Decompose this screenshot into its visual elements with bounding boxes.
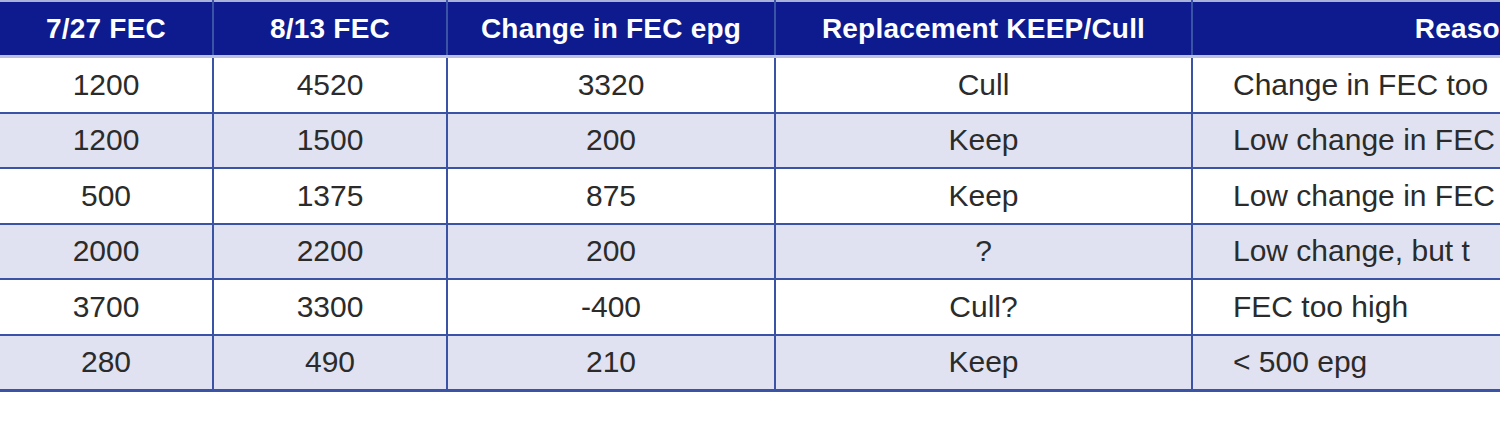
- table-body: 1200 4520 3320 Cull Change in FEC too 12…: [0, 57, 1500, 391]
- cell-727-fec: 500: [0, 168, 213, 224]
- table-row: 500 1375 875 Keep Low change in FEC: [0, 168, 1500, 224]
- cell-keep-cull: Keep: [775, 168, 1192, 224]
- table-row: 1200 1500 200 Keep Low change in FEC: [0, 113, 1500, 169]
- cell-change-epg: 3320: [447, 57, 775, 113]
- cell-change-epg: -400: [447, 279, 775, 335]
- cell-reason: Low change in FEC: [1192, 168, 1500, 224]
- cell-727-fec: 3700: [0, 279, 213, 335]
- cell-keep-cull: Cull?: [775, 279, 1192, 335]
- cell-reason: FEC too high: [1192, 279, 1500, 335]
- cell-reason: Low change in FEC: [1192, 113, 1500, 169]
- table-row: 1200 4520 3320 Cull Change in FEC too: [0, 57, 1500, 113]
- cell-keep-cull: Cull: [775, 57, 1192, 113]
- column-header-replacement-keep-cull: Replacement KEEP/Cull: [775, 1, 1192, 57]
- cell-change-epg: 200: [447, 113, 775, 169]
- cell-reason: Low change, but t: [1192, 224, 1500, 280]
- cell-727-fec: 280: [0, 335, 213, 391]
- cell-keep-cull: Keep: [775, 113, 1192, 169]
- cell-813-fec: 4520: [213, 57, 447, 113]
- cell-813-fec: 2200: [213, 224, 447, 280]
- table-header: 7/27 FEC 8/13 FEC Change in FEC epg Repl…: [0, 1, 1500, 57]
- column-header-813-fec: 8/13 FEC: [213, 1, 447, 57]
- cell-reason: Change in FEC too: [1192, 57, 1500, 113]
- column-header-reason: Reason: [1192, 1, 1500, 57]
- table-row: 2000 2200 200 ? Low change, but t: [0, 224, 1500, 280]
- cell-change-epg: 200: [447, 224, 775, 280]
- column-header-727-fec: 7/27 FEC: [0, 1, 213, 57]
- cell-change-epg: 875: [447, 168, 775, 224]
- cell-change-epg: 210: [447, 335, 775, 391]
- cell-727-fec: 1200: [0, 57, 213, 113]
- cell-813-fec: 1375: [213, 168, 447, 224]
- cell-813-fec: 1500: [213, 113, 447, 169]
- cell-813-fec: 3300: [213, 279, 447, 335]
- cell-reason: < 500 epg: [1192, 335, 1500, 391]
- header-row: 7/27 FEC 8/13 FEC Change in FEC epg Repl…: [0, 1, 1500, 57]
- table-viewport: 7/27 FEC 8/13 FEC Change in FEC epg Repl…: [0, 0, 1500, 430]
- cell-keep-cull: Keep: [775, 335, 1192, 391]
- cell-727-fec: 1200: [0, 113, 213, 169]
- column-header-change-in-fec-epg: Change in FEC epg: [447, 1, 775, 57]
- cell-727-fec: 2000: [0, 224, 213, 280]
- cell-813-fec: 490: [213, 335, 447, 391]
- cell-keep-cull: ?: [775, 224, 1192, 280]
- table-row: 280 490 210 Keep < 500 epg: [0, 335, 1500, 391]
- fec-comparison-table: 7/27 FEC 8/13 FEC Change in FEC epg Repl…: [0, 0, 1500, 392]
- table-row: 3700 3300 -400 Cull? FEC too high: [0, 279, 1500, 335]
